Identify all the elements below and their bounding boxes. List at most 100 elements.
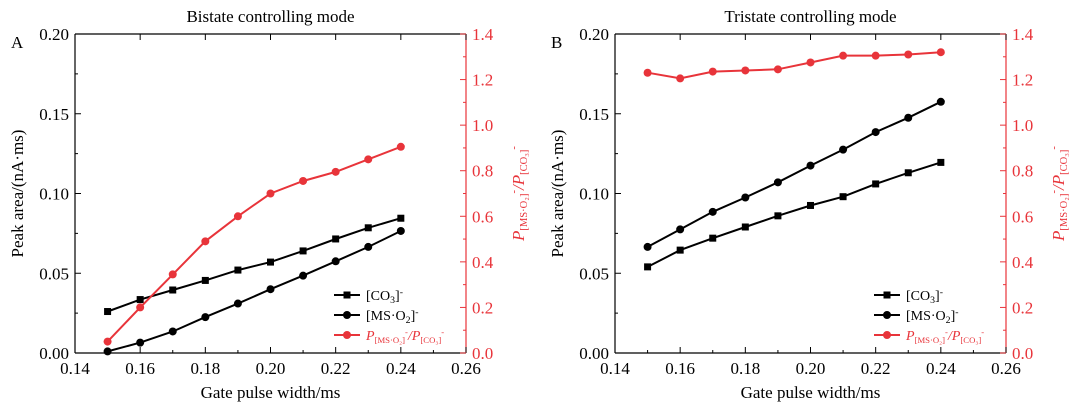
y2-tick-label: 0.6 xyxy=(1012,207,1033,226)
data-point xyxy=(904,50,913,59)
series-line xyxy=(647,100,942,248)
y2-tick-label: 0.8 xyxy=(472,162,493,181)
legend-marker xyxy=(883,291,891,299)
legend-label: [MS·O2]- xyxy=(366,307,419,326)
chart-panel-b: 0.14 0.16 0.18 0.20 0.22 0.24 0.26 0.00 0.05 0.10… xyxy=(548,7,1070,402)
data-point xyxy=(299,176,308,185)
data-point xyxy=(708,207,717,216)
legend: [CO3]-[MS·O2]-P[MS·O₂]-/P[CO₃]- xyxy=(874,287,984,345)
panel-label: A xyxy=(11,33,24,52)
data-point xyxy=(644,263,652,271)
series-1 xyxy=(103,226,405,356)
y-tick-label: 0.00 xyxy=(39,344,69,363)
legend-item: [MS·O2]- xyxy=(334,307,419,326)
data-point xyxy=(136,296,144,304)
data-point xyxy=(201,237,210,246)
legend: [CO3]-[MS·O2]-P[MS·O₂]-/P[CO₃]- xyxy=(334,287,444,345)
data-point xyxy=(103,347,112,356)
data-point xyxy=(103,337,112,346)
legend-marker xyxy=(343,311,351,319)
legend-item: [CO3]- xyxy=(874,287,943,306)
data-point xyxy=(773,178,782,187)
series-line xyxy=(647,51,941,80)
legend-marker xyxy=(343,331,351,339)
y-tick-label: 0.20 xyxy=(39,25,69,44)
x-tick-label: 0.24 xyxy=(926,359,956,378)
y-tick-label: 0.20 xyxy=(579,25,609,44)
x-tick-label: 0.24 xyxy=(386,359,416,378)
legend-label: [CO3]- xyxy=(366,287,403,306)
x-tick-label: 0.14 xyxy=(600,359,630,378)
data-point xyxy=(936,48,945,57)
y2-tick-label: 1.2 xyxy=(1012,71,1033,90)
y2-tick-label: 1.2 xyxy=(472,71,493,90)
x-tick-label: 0.18 xyxy=(730,359,760,378)
data-point xyxy=(839,145,848,154)
data-point xyxy=(807,201,814,209)
legend-label: P[MS·O₂]-/P[CO₃]- xyxy=(365,327,444,345)
y2-tick-label: 1.4 xyxy=(472,25,494,44)
data-point xyxy=(741,223,749,231)
x-tick-label: 0.26 xyxy=(991,359,1021,378)
x-tick-label: 0.16 xyxy=(665,359,695,378)
legend-marker xyxy=(883,311,891,319)
data-point xyxy=(871,128,880,137)
y2-tick-label: 0.4 xyxy=(472,253,494,272)
chart-panel-a: 0.14 0.16 0.18 0.20 0.22 0.24 0.26 0.00 0.05 0.10… xyxy=(8,7,530,402)
data-point xyxy=(266,189,275,198)
y2-tick-label: 0.4 xyxy=(1012,253,1034,272)
legend-label: [CO3]- xyxy=(906,287,943,306)
y2-tick-label: 0.8 xyxy=(1012,162,1033,181)
series-2 xyxy=(643,48,945,83)
data-point xyxy=(364,155,373,164)
y2-tick-label: 0.6 xyxy=(472,207,493,226)
x-tick-label: 0.16 xyxy=(125,359,155,378)
x-axis-label: Gate pulse width/ms xyxy=(201,383,341,402)
y2-tick-label: 1.0 xyxy=(1012,116,1033,135)
y2-tick-label: 0.2 xyxy=(1012,298,1033,317)
data-point xyxy=(676,246,684,254)
data-point xyxy=(773,65,782,74)
series-1 xyxy=(643,97,945,251)
data-point xyxy=(233,212,242,221)
series-line xyxy=(106,145,402,343)
y-tick-label: 0.10 xyxy=(39,185,69,204)
data-point xyxy=(708,67,717,76)
legend-item: P[MS·O₂]-/P[CO₃]- xyxy=(874,327,984,345)
chart-title: Bistate controlling mode xyxy=(186,7,354,26)
y-tick-label: 0.10 xyxy=(579,185,609,204)
data-point xyxy=(643,242,652,251)
x-tick-label: 0.14 xyxy=(60,359,90,378)
x-tick-label: 0.18 xyxy=(190,359,220,378)
chart-title: Tristate controlling mode xyxy=(724,7,896,26)
series-2 xyxy=(103,142,405,346)
data-point xyxy=(806,58,815,67)
data-point xyxy=(839,51,848,60)
y2-tick-label: 1.4 xyxy=(1012,25,1034,44)
data-point xyxy=(364,224,372,232)
y-tick-label: 0.15 xyxy=(39,105,69,124)
y2-tick-label: 0.0 xyxy=(1012,344,1033,363)
data-point xyxy=(709,234,717,242)
series-0 xyxy=(104,214,405,316)
data-point xyxy=(774,212,782,220)
data-point xyxy=(676,74,685,83)
legend-marker xyxy=(343,291,351,299)
data-point xyxy=(643,68,652,77)
data-point xyxy=(104,308,112,316)
data-point xyxy=(904,113,913,122)
data-point xyxy=(267,258,274,266)
data-point xyxy=(872,180,880,188)
x-tick-label: 0.20 xyxy=(256,359,286,378)
data-point xyxy=(396,142,405,151)
x-tick-label: 0.26 xyxy=(451,359,481,378)
data-point xyxy=(234,266,242,274)
legend-item: P[MS·O₂]-/P[CO₃]- xyxy=(334,327,444,345)
data-point xyxy=(741,66,750,75)
legend-item: [CO3]- xyxy=(334,287,403,306)
y-axis-label: Peak area/(nA·ms) xyxy=(548,130,567,258)
y2-tick-label: 0.2 xyxy=(472,298,493,317)
data-point xyxy=(741,193,750,202)
y-tick-label: 0.05 xyxy=(39,264,69,283)
